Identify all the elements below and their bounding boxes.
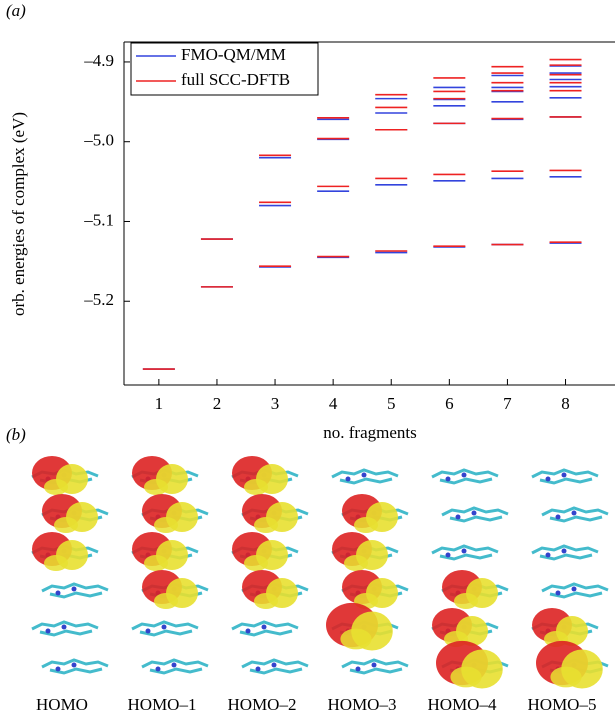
atom	[546, 477, 551, 482]
y-tick-label: –5.1	[83, 210, 114, 229]
atom	[572, 511, 577, 516]
x-tick-label: 6	[445, 394, 454, 413]
orbital-lobe	[244, 479, 268, 495]
atom	[62, 625, 67, 630]
orbital-lobe	[254, 593, 278, 609]
atom	[162, 625, 167, 630]
orbital-lobe	[44, 479, 68, 495]
x-tick-label: 3	[271, 394, 280, 413]
orbital-lobe	[550, 667, 581, 688]
atom	[572, 587, 577, 592]
atom	[372, 663, 377, 668]
atom	[256, 667, 261, 672]
orbital-lobe	[454, 593, 478, 609]
x-tick-label: 1	[155, 394, 164, 413]
y-tick-label: –5.0	[83, 131, 114, 150]
atom	[246, 629, 251, 634]
orbital-lobe	[354, 517, 378, 533]
atom	[272, 663, 277, 668]
legend-label: full SCC-DFTB	[181, 70, 290, 89]
atom	[546, 553, 551, 558]
atom	[456, 515, 461, 520]
atom	[72, 663, 77, 668]
orbital-label: HOMO–1	[128, 695, 197, 714]
orbital-label: HOMO–4	[428, 695, 497, 714]
atom	[462, 549, 467, 554]
orbital-label: HOMO	[36, 695, 88, 714]
atom	[346, 477, 351, 482]
orbital-label: HOMO–2	[228, 695, 297, 714]
atom	[562, 549, 567, 554]
atom	[562, 473, 567, 478]
orbital-lobe	[244, 555, 268, 571]
atom	[462, 473, 467, 478]
atom	[156, 667, 161, 672]
atom	[446, 553, 451, 558]
orbital-lobe	[154, 517, 178, 533]
x-tick-label: 4	[329, 394, 338, 413]
orbital-lobe	[450, 667, 481, 688]
panel-label: (b)	[6, 425, 26, 444]
atom	[56, 591, 61, 596]
orbital-lobe	[254, 517, 278, 533]
atom	[362, 473, 367, 478]
atom	[46, 629, 51, 634]
atom	[262, 625, 267, 630]
atom	[72, 587, 77, 592]
x-tick-label: 8	[561, 394, 570, 413]
atom	[146, 629, 151, 634]
atom	[446, 477, 451, 482]
orbital-lobe	[154, 593, 178, 609]
orbital-lobe	[344, 555, 368, 571]
figure: (a) (b) no. fragments orb. energies of c…	[0, 0, 615, 720]
orbital-label: HOMO–3	[328, 695, 397, 714]
orbital-label: HOMO–5	[528, 695, 597, 714]
atom	[556, 591, 561, 596]
atom	[556, 515, 561, 520]
panel-label: (a)	[6, 1, 26, 20]
x-tick-label: 5	[387, 394, 396, 413]
orbital-lobe	[144, 555, 168, 571]
orbital-images	[32, 456, 608, 689]
orbital-lobe	[54, 517, 78, 533]
x-axis-label: no. fragments	[323, 423, 416, 442]
atom	[172, 663, 177, 668]
y-axis-label: orb. energies of complex (eV)	[9, 112, 28, 316]
atom	[56, 667, 61, 672]
orbital-lobe	[44, 555, 68, 571]
x-tick-label: 7	[503, 394, 512, 413]
atom	[472, 511, 477, 516]
atom	[356, 667, 361, 672]
orbital-lobe	[340, 629, 371, 650]
legend-label: FMO-QM/MM	[181, 45, 286, 64]
y-tick-label: –4.9	[83, 51, 114, 70]
x-tick-label: 2	[213, 394, 222, 413]
orbital-lobe	[144, 479, 168, 495]
y-tick-label: –5.2	[83, 290, 114, 309]
